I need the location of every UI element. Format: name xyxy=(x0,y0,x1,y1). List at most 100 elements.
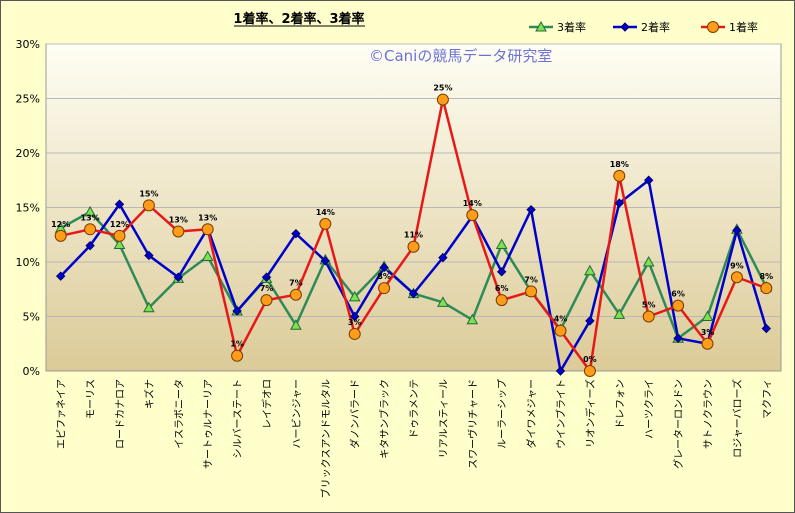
data-point xyxy=(201,250,214,262)
data-point xyxy=(584,264,596,276)
data-point xyxy=(673,333,683,344)
data-point xyxy=(85,240,95,251)
x-category-label: サートゥルナーリア xyxy=(203,379,215,469)
data-point xyxy=(349,311,360,322)
data-point xyxy=(54,229,67,242)
data-point xyxy=(466,209,479,222)
x-category-label: ウインブライト xyxy=(555,379,568,449)
x-category-label: ロジャーバローズ xyxy=(731,379,744,458)
data-point xyxy=(320,256,331,266)
x-category-label: ドレフォン xyxy=(615,379,626,429)
data-point xyxy=(113,238,126,250)
data-point xyxy=(585,316,595,326)
data-point xyxy=(408,288,419,299)
legend-marker xyxy=(535,20,547,32)
x-category-label: リオンディーズ xyxy=(584,379,597,448)
data-label: 18% xyxy=(610,160,629,169)
data-point xyxy=(348,327,361,340)
y-tick-label: 20% xyxy=(16,147,40,160)
y-tick-label: 10% xyxy=(16,256,40,269)
data-point xyxy=(496,267,507,277)
data-point xyxy=(143,301,155,313)
x-category-label: ルーラーシップ xyxy=(497,379,509,449)
y-tick-label: 15% xyxy=(16,202,40,215)
x-category-label: キズナ xyxy=(143,379,156,409)
chart-title: 1着率、2着率、3着率 xyxy=(233,11,364,27)
data-label: 1% xyxy=(230,340,244,349)
data-point xyxy=(643,175,654,185)
data-point xyxy=(672,299,685,312)
data-label: 12% xyxy=(51,220,70,229)
data-point xyxy=(407,240,420,253)
data-label: 14% xyxy=(316,208,335,217)
x-category-label: エピファネイア xyxy=(56,379,68,449)
data-point xyxy=(144,250,154,261)
data-point xyxy=(583,365,596,377)
data-label: 13% xyxy=(169,215,188,224)
data-point xyxy=(260,294,273,307)
data-point xyxy=(232,306,242,316)
data-point xyxy=(701,310,714,321)
data-point xyxy=(525,285,538,298)
data-point xyxy=(378,282,391,295)
data-point xyxy=(495,294,508,307)
legend: 3着率 2着率 1着率 xyxy=(529,20,758,34)
data-point xyxy=(554,324,567,337)
legend-label: 2着率 xyxy=(641,20,670,34)
legend-marker xyxy=(620,22,630,32)
data-point xyxy=(172,225,185,238)
data-label: 7% xyxy=(260,284,274,293)
data-label: 6% xyxy=(671,290,685,299)
data-point xyxy=(642,310,655,323)
data-point xyxy=(231,349,244,362)
data-label: 7% xyxy=(289,279,303,288)
data-point xyxy=(495,238,508,250)
series-markers xyxy=(54,93,773,377)
data-point xyxy=(555,366,566,376)
data-point xyxy=(732,225,742,236)
data-point xyxy=(701,337,714,350)
data-label: 5% xyxy=(642,301,656,310)
data-point xyxy=(614,198,625,208)
data-point xyxy=(173,272,184,282)
data-label: 15% xyxy=(139,189,158,198)
data-point xyxy=(466,313,479,325)
data-point xyxy=(760,282,773,295)
data-label: 8% xyxy=(760,272,774,281)
data-labels: 12% 13% 12% 15% 13% 13% 1% 7% 7% 14% 3% 8% 11% 25% 14%… xyxy=(51,84,773,364)
x-category-label: ハービンジャー xyxy=(291,379,303,449)
x-category-label: イスラボニータ xyxy=(173,379,185,449)
data-label: 3% xyxy=(348,318,362,327)
x-category-label: ダノンバラード xyxy=(349,379,362,449)
x-category-label: ハーツクライ xyxy=(644,379,656,439)
legend-label: 1着率 xyxy=(729,20,758,34)
data-point xyxy=(348,290,361,302)
data-point xyxy=(261,272,272,282)
data-point xyxy=(84,205,96,217)
x-category-label: リアルスティール xyxy=(439,379,450,458)
x-category-label: シルバーステート xyxy=(232,379,244,459)
data-point xyxy=(761,323,772,334)
data-point xyxy=(642,255,655,267)
x-category-label: ロードカナロア xyxy=(115,379,127,449)
data-label: 13% xyxy=(81,213,100,222)
data-point xyxy=(436,93,449,106)
data-point xyxy=(379,262,389,273)
data-point xyxy=(289,288,302,301)
data-label: 9% xyxy=(730,261,744,270)
y-tick-label: 30% xyxy=(16,38,40,51)
data-label: 3% xyxy=(701,328,715,337)
data-label: 25% xyxy=(433,84,452,93)
data-point xyxy=(290,319,302,330)
x-category-label: スワーヴリチャード xyxy=(466,379,479,469)
data-label: 4% xyxy=(554,315,568,324)
data-point xyxy=(319,217,332,230)
x-category-label: マクフィ xyxy=(761,379,773,419)
x-category-label: サトノクラウン xyxy=(703,379,715,449)
data-point xyxy=(526,204,536,215)
data-point xyxy=(113,229,126,242)
data-point xyxy=(291,228,301,239)
data-label: 11% xyxy=(404,231,423,240)
legend-label: 3着率 xyxy=(557,20,586,34)
data-point xyxy=(55,271,66,281)
